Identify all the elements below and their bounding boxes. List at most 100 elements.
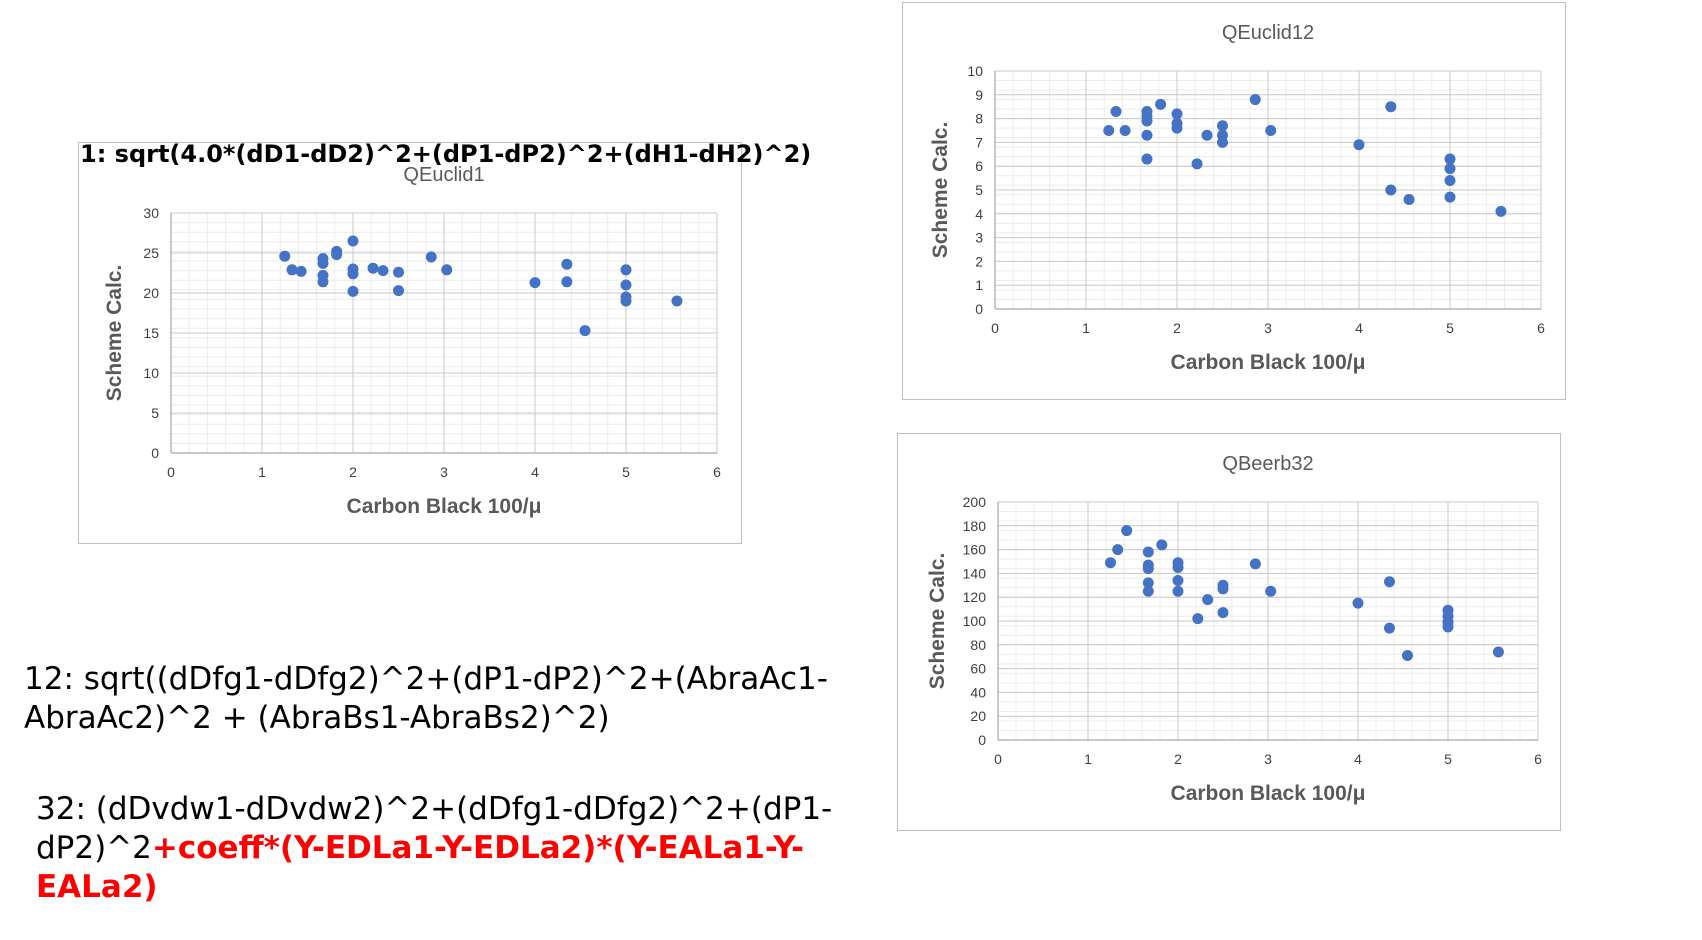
y-tick-label: 8: [975, 111, 983, 127]
data-point: [1171, 108, 1183, 120]
data-point: [1191, 158, 1203, 170]
x-tick-label: 1: [258, 464, 266, 480]
y-tick-label: 7: [975, 134, 983, 150]
data-point: [579, 325, 591, 337]
y-tick-label: 4: [975, 206, 983, 222]
data-point: [1142, 546, 1154, 558]
data-point: [620, 279, 632, 291]
x-tick-label: 5: [1444, 751, 1452, 767]
data-point: [1201, 129, 1213, 141]
y-tick-label: 120: [963, 589, 987, 605]
data-point: [1265, 585, 1277, 597]
y-tick-label: 15: [143, 325, 159, 341]
y-tick-label: 160: [963, 542, 987, 558]
data-point: [1202, 594, 1214, 606]
y-tick-label: 60: [970, 661, 986, 677]
x-axis-label: Carbon Black 100/μ: [347, 495, 542, 518]
chart-qeuclid1-frame: 0 1 2 3 4 5 6 0 5 10 15 20 25 30 QEuclid1 Carbon Black …: [78, 142, 742, 544]
data-point: [393, 266, 404, 278]
x-tick-label: 4: [531, 464, 539, 480]
x-tick-label: 3: [440, 464, 448, 480]
chart-title: QEuclid1: [403, 164, 484, 186]
y-tick-label: 25: [143, 245, 159, 261]
x-tick-label: 6: [713, 464, 721, 480]
chart-qbeerb32-frame: 0 1 2 3 4 5 6 0 20 40 60 80 100 120 140 160 180 200 QBeerb…: [897, 433, 1561, 831]
data-point: [331, 249, 343, 261]
data-point: [1172, 575, 1184, 587]
data-point: [367, 262, 379, 274]
chart-title: QEuclid12: [1222, 22, 1314, 44]
data-point: [1103, 125, 1115, 136]
chart-qeuclid12: 0 1 2 3 4 5 6 0 1 2 3 4 5 6 7 8 9 10 QEuclid12 Carbon Black…: [929, 22, 1545, 374]
x-tick-label: 0: [167, 464, 175, 480]
data-point: [1141, 153, 1153, 165]
data-point: [347, 268, 359, 280]
formula-12: 12: sqrt((dDfg1-dDfg2)^2+(dP1-dP2)^2+(Ab…: [24, 661, 828, 736]
data-point: [347, 235, 359, 247]
y-tick-label: 30: [143, 205, 159, 221]
data-point: [1142, 563, 1154, 575]
y-tick-label: 6: [975, 158, 983, 174]
data-point: [1142, 577, 1154, 589]
data-point: [347, 285, 359, 297]
y-axis-label: Scheme Calc.: [926, 553, 949, 690]
x-tick-label: 0: [994, 751, 1002, 767]
data-point: [1112, 544, 1124, 556]
chart-title: QBeerb32: [1222, 453, 1313, 475]
y-tick-label: 10: [143, 365, 159, 381]
y-tick-label: 0: [975, 301, 983, 317]
data-point: [1495, 205, 1507, 217]
y-tick-label: 1: [975, 277, 983, 293]
data-point: [1444, 174, 1456, 186]
x-tick-label: 2: [1174, 751, 1182, 767]
data-point: [1249, 94, 1261, 106]
data-point: [1105, 557, 1116, 569]
data-point: [1444, 191, 1456, 203]
x-tick-label: 6: [1537, 320, 1545, 336]
data-point: [1353, 139, 1365, 151]
y-tick-label: 2: [975, 253, 983, 269]
data-point: [1217, 120, 1228, 132]
x-tick-label: 6: [1534, 751, 1542, 767]
y-tick-label: 200: [963, 494, 987, 510]
data-point: [1192, 613, 1204, 625]
data-point: [279, 250, 291, 262]
x-tick-label: 2: [349, 464, 357, 480]
x-tick-label: 5: [1446, 320, 1454, 336]
x-tick-label: 3: [1264, 751, 1272, 767]
y-tick-label: 5: [975, 182, 983, 198]
formula-1: 1: sqrt(4.0*(dD1-dD2)^2+(dP1-dP2)^2+(dH1…: [80, 140, 812, 168]
data-point: [1385, 184, 1397, 196]
data-point: [620, 264, 632, 276]
y-tick-label: 20: [970, 708, 986, 724]
data-point: [286, 264, 298, 276]
data-point: [1352, 597, 1364, 609]
data-point: [1444, 163, 1456, 175]
data-point: [1265, 125, 1277, 136]
data-point: [561, 258, 573, 270]
y-tick-label: 9: [975, 87, 983, 103]
data-point: [1442, 621, 1454, 633]
formula-32-plain: 32: (dDvdw1-dDvdw2)^2+(dDfg1-dDfg2)^2+(d…: [36, 791, 833, 866]
x-axis-label: Carbon Black 100/μ: [1171, 351, 1366, 374]
chart-qeuclid1: 0 1 2 3 4 5 6 0 5 10 15 20 25 30 QEuclid1 Carbon Black …: [103, 164, 721, 518]
y-tick-label: 0: [151, 445, 159, 461]
data-point: [1217, 136, 1228, 148]
y-tick-label: 20: [143, 285, 159, 301]
data-point: [1402, 650, 1413, 662]
data-point: [561, 276, 573, 288]
chart-qbeerb32: 0 1 2 3 4 5 6020406080100120140160180200QBeerb…: [926, 453, 1542, 805]
data-point: [671, 295, 683, 307]
data-point: [1385, 101, 1397, 113]
data-point: [620, 295, 632, 307]
y-tick-label: 80: [970, 637, 986, 653]
data-point: [1141, 115, 1153, 127]
formula-32-highlight: +coeff*(Y-EDLa1-Y-EDLa2)*(Y-EALa1-Y-EALa…: [36, 830, 804, 905]
y-tick-label: 140: [963, 565, 987, 581]
data-point: [1155, 98, 1167, 110]
x-tick-label: 5: [622, 464, 630, 480]
data-point: [425, 251, 437, 263]
x-tick-label: 4: [1355, 320, 1363, 336]
y-axis-label: Scheme Calc.: [103, 265, 126, 402]
data-point: [1110, 105, 1122, 117]
